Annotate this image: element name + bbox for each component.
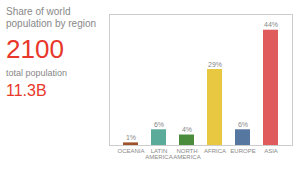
svg-text:OCEANIA: OCEANIA — [117, 148, 144, 154]
html-text:2100: 2100 — [6, 34, 64, 64]
svg-text:AFRICA: AFRICA — [204, 148, 226, 154]
svg-text:44%: 44% — [264, 21, 278, 28]
svg-text:NORTHAMERICA: NORTHAMERICA — [173, 148, 200, 160]
svg-text:1%: 1% — [126, 134, 136, 141]
html-text:total population: total population — [6, 68, 68, 78]
svg-text:6%: 6% — [238, 121, 248, 128]
svg-text:29%: 29% — [208, 61, 222, 68]
html-text:Share of world population by r: Share of world population by region — [6, 6, 97, 29]
html-text:11.3B: 11.3B — [6, 82, 47, 99]
svg-text:6%: 6% — [154, 121, 164, 128]
svg-text:EUROPE: EUROPE — [230, 148, 255, 154]
svg-text:4%: 4% — [182, 126, 192, 133]
svg-text:LATINAMERICA: LATINAMERICA — [145, 148, 172, 160]
svg-text:ASIA: ASIA — [264, 148, 278, 154]
